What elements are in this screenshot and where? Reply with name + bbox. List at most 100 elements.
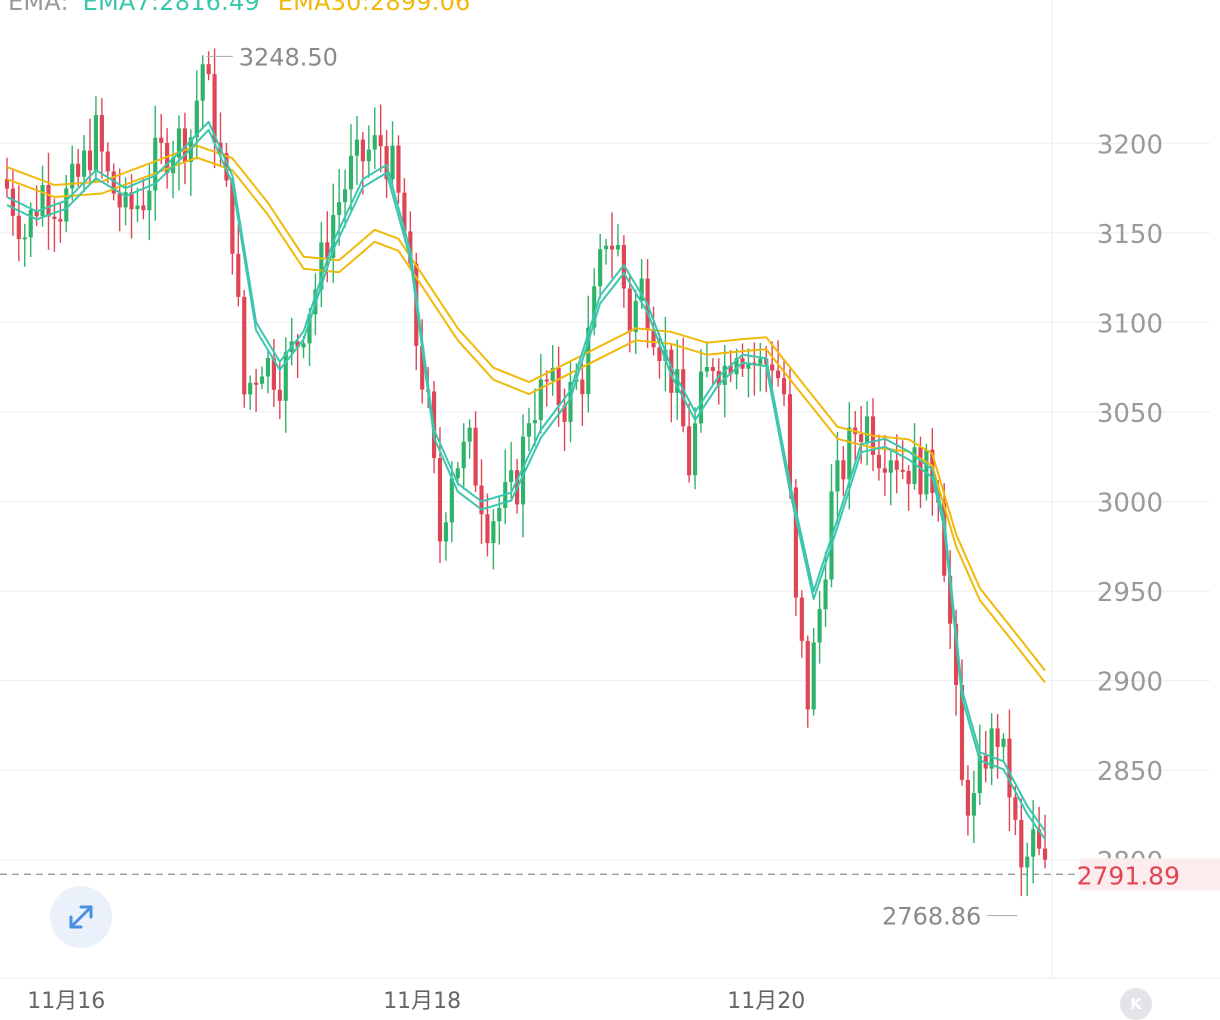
candle-body bbox=[46, 185, 51, 217]
candle-body bbox=[1019, 819, 1024, 868]
candle-body bbox=[787, 394, 793, 488]
candle-body bbox=[989, 728, 994, 769]
candle-body bbox=[710, 367, 715, 372]
candle-body bbox=[639, 278, 644, 302]
candle-body bbox=[882, 468, 887, 473]
candle-body bbox=[206, 64, 211, 75]
candle-body bbox=[40, 185, 45, 217]
candle-body bbox=[811, 642, 816, 710]
candle-body bbox=[615, 245, 621, 250]
candle-body bbox=[372, 135, 377, 150]
candle-body bbox=[147, 190, 152, 211]
legend-ema7: EMA7:2816.49 bbox=[82, 0, 260, 16]
candle-body bbox=[841, 460, 846, 480]
candle-body bbox=[343, 189, 348, 203]
last-price-tag bbox=[1080, 858, 1220, 891]
candle-body bbox=[592, 286, 597, 328]
candle-body bbox=[770, 364, 775, 371]
candle-body bbox=[443, 522, 448, 542]
x-tick-label: 11月20 bbox=[727, 989, 805, 1013]
candle-body bbox=[847, 427, 852, 480]
candle-body bbox=[734, 358, 739, 375]
candle-body bbox=[105, 151, 110, 172]
candle-body bbox=[953, 623, 959, 685]
candle-body bbox=[10, 188, 15, 216]
candle-body bbox=[16, 215, 21, 240]
candle-body bbox=[58, 219, 63, 222]
candle-body bbox=[965, 779, 970, 816]
candle-body bbox=[28, 210, 33, 238]
candle-body bbox=[337, 202, 342, 216]
candle-body bbox=[479, 485, 484, 515]
candle-body bbox=[793, 487, 798, 598]
candle-body bbox=[823, 579, 828, 610]
candle-body bbox=[633, 301, 638, 333]
candle-body bbox=[449, 478, 454, 523]
candle-body bbox=[586, 327, 591, 395]
candle-body bbox=[153, 137, 158, 191]
candle-body bbox=[52, 216, 57, 220]
candle-body bbox=[76, 163, 81, 177]
candle-body bbox=[859, 434, 864, 442]
candle-body bbox=[948, 575, 953, 624]
candle-body bbox=[319, 242, 324, 290]
candle-body bbox=[835, 460, 840, 492]
candle-body bbox=[1007, 738, 1012, 798]
candle-body bbox=[265, 357, 271, 377]
candle-body bbox=[248, 382, 253, 395]
candle-body bbox=[129, 192, 134, 210]
legend-ema30: EMA30:2899.06 bbox=[277, 0, 471, 16]
candle-body bbox=[307, 314, 312, 344]
candle-body bbox=[526, 423, 532, 437]
candle-body bbox=[568, 381, 573, 422]
candle-body bbox=[259, 376, 265, 384]
candle-body bbox=[277, 389, 282, 401]
candle-body bbox=[165, 142, 170, 174]
candle-body bbox=[959, 684, 965, 780]
candle-body bbox=[1031, 829, 1036, 857]
candle-body bbox=[497, 507, 502, 522]
ema7-line-secondary bbox=[6, 128, 1046, 840]
candle-body bbox=[354, 139, 360, 156]
candle-body bbox=[918, 447, 923, 495]
candle-body bbox=[509, 470, 514, 483]
candle-body bbox=[325, 242, 330, 258]
candle-body bbox=[224, 153, 229, 181]
candle-body bbox=[817, 609, 822, 643]
kline-button[interactable]: K bbox=[1120, 988, 1152, 1020]
candle-body bbox=[283, 352, 288, 401]
kline-k-icon: K bbox=[1130, 995, 1142, 1013]
candle-body bbox=[123, 192, 128, 208]
candle-body bbox=[271, 357, 276, 390]
candle-body bbox=[1013, 797, 1018, 820]
y-tick-label: 2900 bbox=[1097, 668, 1163, 698]
candle-body bbox=[781, 378, 787, 395]
candle-body bbox=[971, 793, 976, 816]
candle-body bbox=[995, 728, 1000, 747]
low-price-label: 2768.86 bbox=[882, 903, 981, 931]
candle-body bbox=[544, 379, 549, 382]
legend-label: EMA: bbox=[8, 0, 69, 16]
y-tick-label: 2850 bbox=[1097, 757, 1163, 787]
expand-button[interactable] bbox=[50, 886, 112, 948]
candle-body bbox=[402, 192, 407, 232]
candle-body bbox=[1037, 829, 1042, 849]
candle-body bbox=[254, 382, 259, 385]
candle-body bbox=[692, 423, 698, 476]
candle-body bbox=[485, 514, 490, 544]
candle-body bbox=[651, 329, 656, 348]
candle-body bbox=[390, 145, 395, 180]
candle-body bbox=[698, 371, 704, 424]
candle-body bbox=[1042, 848, 1048, 860]
candle-body bbox=[609, 245, 615, 250]
candle-body bbox=[663, 349, 668, 361]
candle-body bbox=[366, 149, 371, 162]
candle-body bbox=[473, 427, 478, 486]
candle-body bbox=[728, 365, 733, 375]
candle-body bbox=[912, 447, 917, 485]
candle-body bbox=[141, 205, 146, 211]
candle-body bbox=[627, 288, 632, 333]
last-price-label: 2791.89 bbox=[1077, 861, 1180, 890]
candle-body bbox=[722, 365, 727, 385]
candle-body bbox=[87, 150, 93, 171]
